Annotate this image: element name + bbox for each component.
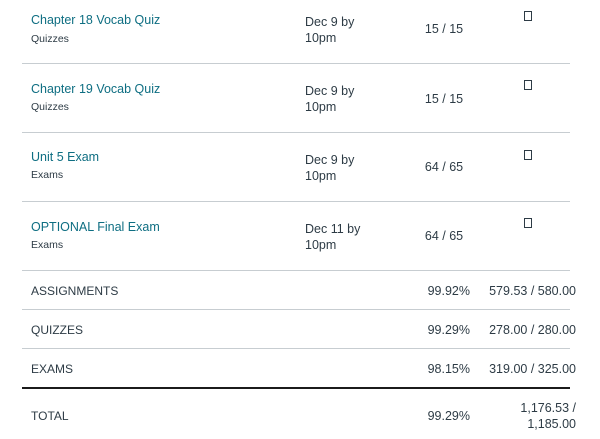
assignment-group-label: Exams: [31, 169, 64, 181]
group-label: ASSIGNMENTS: [31, 284, 119, 298]
group-percent: 98.15%: [427, 362, 470, 376]
assignment-row: Unit 5 Exam Exams Dec 9 by 10pm 64 / 65: [22, 133, 570, 202]
due-date-day: Dec 9 by: [305, 15, 355, 29]
group-total-exams: EXAMS 98.15% 319.00 / 325.00: [22, 349, 576, 389]
due-date-day: Dec 9 by: [305, 84, 355, 98]
assignment-link[interactable]: Chapter 18 Vocab Quiz: [31, 13, 161, 27]
assignment-group-label: Quizzes: [31, 33, 69, 45]
assignment-group-label: Quizzes: [31, 101, 69, 113]
total-percent: 99.29%: [427, 409, 470, 423]
due-date: Dec 9 by 10pm: [305, 14, 375, 46]
assignment-link[interactable]: Chapter 19 Vocab Quiz: [31, 82, 161, 96]
assignment-row: Chapter 18 Vocab Quiz Quizzes Dec 9 by 1…: [22, 0, 570, 64]
details-icon[interactable]: [524, 80, 532, 90]
due-date-time: 10pm: [305, 100, 337, 114]
score: 64 / 65: [424, 160, 464, 174]
details-icon[interactable]: [524, 150, 532, 160]
group-label: EXAMS: [31, 362, 74, 376]
score: 15 / 15: [424, 22, 464, 36]
assignment-row: Chapter 19 Vocab Quiz Quizzes Dec 9 by 1…: [22, 64, 570, 133]
group-total-quizzes: QUIZZES 99.29% 278.00 / 280.00: [22, 310, 576, 349]
due-date-time: 10pm: [305, 169, 337, 183]
group-label: QUIZZES: [31, 323, 84, 337]
total-label: TOTAL: [31, 409, 69, 423]
total-points-earned: 1,176.53 /: [520, 401, 576, 415]
group-points: 579.53 / 580.00: [489, 284, 576, 298]
total-points-possible: 1,185.00: [527, 417, 576, 431]
assignment-group-label: Exams: [31, 239, 64, 251]
final-total-row: TOTAL 99.29% 1,176.53 / 1,185.00: [22, 389, 576, 439]
group-total-assignments: ASSIGNMENTS 99.92% 579.53 / 580.00: [22, 271, 576, 310]
group-points: 319.00 / 325.00: [489, 362, 576, 376]
due-date: Dec 11 by 10pm: [305, 221, 375, 253]
score: 64 / 65: [424, 229, 464, 243]
due-date: Dec 9 by 10pm: [305, 152, 375, 184]
due-date: Dec 9 by 10pm: [305, 83, 375, 115]
assignment-link[interactable]: Unit 5 Exam: [31, 150, 100, 164]
details-icon[interactable]: [524, 11, 532, 21]
group-percent: 99.29%: [427, 323, 470, 337]
assignment-link[interactable]: OPTIONAL Final Exam: [31, 220, 160, 234]
score: 15 / 15: [424, 92, 464, 106]
details-icon[interactable]: [524, 218, 532, 228]
group-percent: 99.92%: [427, 284, 470, 298]
total-points: 1,176.53 / 1,185.00: [492, 400, 576, 432]
due-date-time: 10pm: [305, 238, 337, 252]
grades-table: Chapter 18 Vocab Quiz Quizzes Dec 9 by 1…: [22, 0, 576, 439]
due-date-day: Dec 9 by: [305, 153, 355, 167]
due-date-day: Dec 11 by: [305, 222, 361, 236]
group-points: 278.00 / 280.00: [489, 323, 576, 337]
assignment-row: OPTIONAL Final Exam Exams Dec 11 by 10pm…: [22, 202, 570, 271]
due-date-time: 10pm: [305, 31, 337, 45]
